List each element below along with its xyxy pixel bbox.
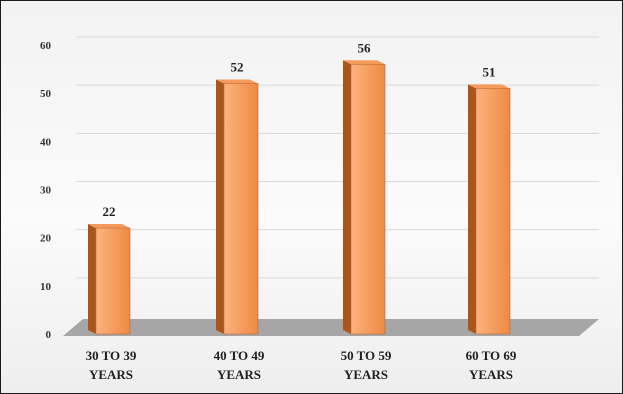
y-tick-label: 30	[40, 185, 52, 197]
bar-front	[350, 63, 386, 335]
category-label: 40 TO 49	[214, 348, 265, 363]
y-tick-label: 20	[40, 233, 52, 245]
category-label: YEARS	[344, 367, 388, 382]
bar-top	[88, 224, 130, 229]
bar	[468, 84, 511, 335]
bar-top	[216, 79, 258, 84]
category-label: 50 TO 59	[341, 348, 392, 363]
category-label: YEARS	[89, 367, 133, 382]
bars	[88, 60, 511, 335]
y-tick-label: 40	[40, 136, 52, 148]
data-label: 22	[103, 204, 116, 219]
y-tick-label: 60	[40, 40, 52, 52]
bar	[88, 224, 131, 335]
bar-top	[468, 84, 510, 89]
category-label: 60 TO 69	[466, 348, 517, 363]
bar	[216, 79, 259, 335]
data-label: 56	[358, 40, 372, 55]
bar-side	[216, 79, 224, 335]
bar	[343, 60, 386, 335]
bar-front	[95, 227, 131, 335]
category-label: YEARS	[469, 367, 513, 382]
bar-side	[468, 84, 476, 334]
category-label: YEARS	[217, 367, 261, 382]
bar-front	[223, 83, 259, 335]
chart-floor	[63, 319, 599, 336]
category-labels: 30 TO 39 YEARS 40 TO 49 YEARS 50 TO 59 YEARS 6…	[86, 348, 517, 382]
y-tick-label: 50	[40, 88, 52, 100]
category-label: 30 TO 39	[86, 348, 137, 363]
bar-top	[343, 60, 385, 65]
bar-side	[88, 224, 96, 334]
gridlines	[76, 36, 599, 279]
data-label: 51	[483, 64, 496, 79]
y-tick-label: 0	[46, 329, 52, 341]
data-label: 52	[231, 60, 244, 75]
y-tick-label: 10	[40, 281, 52, 293]
bar-front	[475, 88, 511, 335]
bar-side	[343, 60, 351, 335]
data-labels: 22 52 56 51	[103, 40, 496, 219]
y-axis-ticks: 0 10 20 30 40 50 60	[40, 40, 52, 341]
